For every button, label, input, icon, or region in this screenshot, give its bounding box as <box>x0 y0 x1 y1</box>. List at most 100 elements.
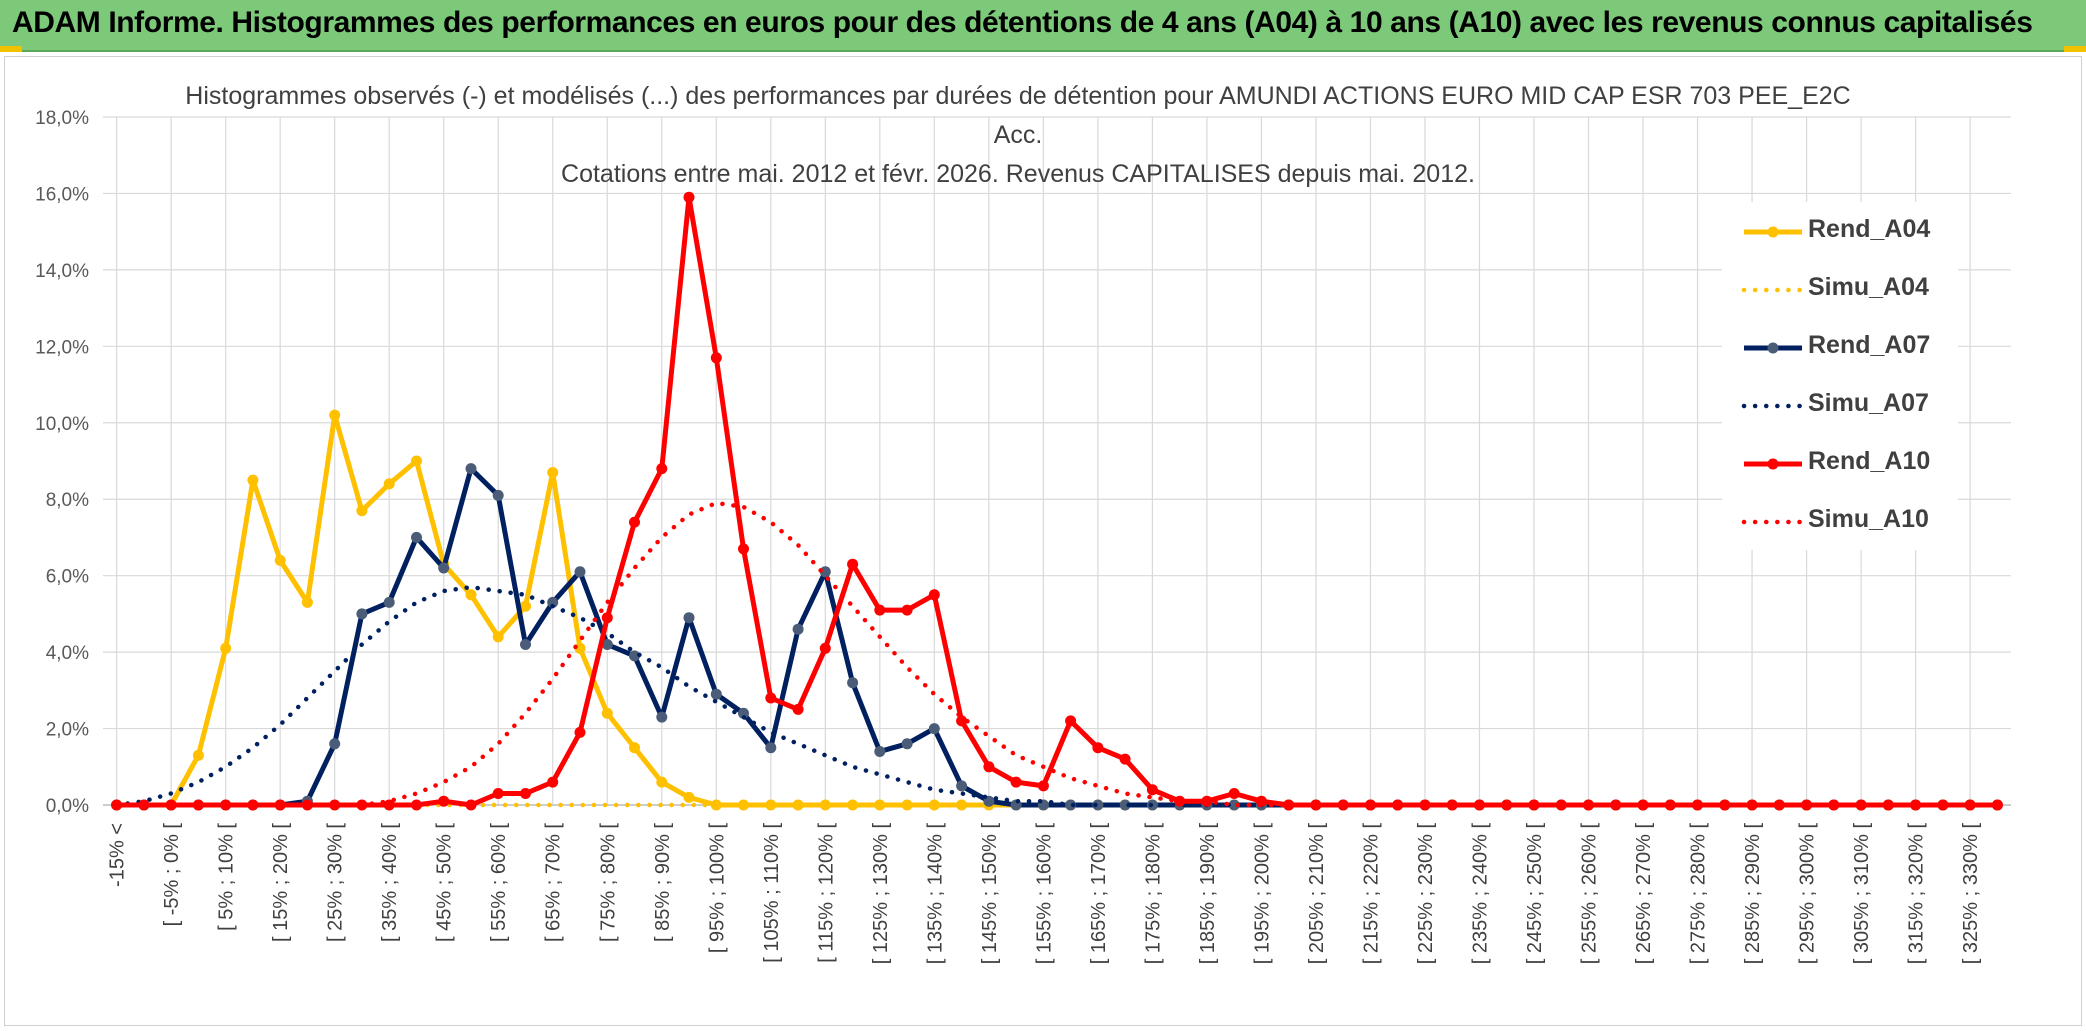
x-tick-label: [ 255% ; 260% [ <box>1579 823 1601 965</box>
y-tick-label: 14,0% <box>35 261 89 282</box>
x-tick-label: [ 165% ; 170% [ <box>1088 823 1110 965</box>
point-rend-a07 <box>792 623 804 635</box>
x-tick-label: [ 15% ; 20% [ <box>270 823 292 942</box>
point-rend-a10 <box>1773 799 1785 811</box>
point-rend-a04 <box>274 554 286 566</box>
x-tick-label: [ 35% ; 40% [ <box>379 823 401 942</box>
x-tick-label: [ 115% ; 120% [ <box>815 823 837 963</box>
point-rend-a07 <box>465 463 477 475</box>
point-rend-a10 <box>1937 799 1949 811</box>
x-tick-label: [ 305% ; 310% [ <box>1851 823 1873 965</box>
x-tick-label: [ 275% ; 280% [ <box>1688 823 1710 965</box>
point-rend-a07 <box>547 596 559 608</box>
point-rend-a10 <box>1174 795 1186 807</box>
point-rend-a10 <box>983 761 995 773</box>
x-tick-label: [ 235% ; 240% [ <box>1469 823 1491 965</box>
point-rend-a07 <box>738 707 749 719</box>
banner-accent-left <box>0 46 22 52</box>
x-tick-label: [ 285% ; 290% [ <box>1742 823 1764 965</box>
x-tick-label: [ 5% ; 10% [ <box>216 823 238 931</box>
point-rend-a10 <box>1446 799 1458 811</box>
legend-label-simu-a10: Simu_A10 <box>1808 505 1929 534</box>
legend-marker-rend-a07 <box>1767 342 1779 354</box>
point-rend-a10 <box>1692 799 1703 811</box>
point-rend-a07 <box>574 566 586 578</box>
point-rend-a10 <box>1037 780 1049 792</box>
point-rend-a04 <box>492 631 504 643</box>
x-tick-label: [ 265% ; 270% [ <box>1633 823 1655 965</box>
point-rend-a10 <box>1828 799 1840 811</box>
x-tick-label: [ 175% ; 180% [ <box>1142 823 1164 965</box>
point-rend-a10 <box>738 543 749 555</box>
point-rend-a10 <box>520 788 531 799</box>
y-tick-label: 6,0% <box>46 567 89 588</box>
point-rend-a10 <box>819 642 831 654</box>
point-rend-a07 <box>329 738 341 750</box>
point-rend-a10 <box>1583 799 1594 811</box>
x-tick-label: [ 245% ; 250% [ <box>1524 823 1546 965</box>
point-rend-a04 <box>520 600 531 612</box>
x-tick-label: [ 95% ; 100% [ <box>706 823 728 954</box>
x-tick-label: [ 55% ; 60% [ <box>488 823 510 942</box>
point-rend-a10 <box>383 799 395 811</box>
x-tick-label: [ 195% ; 200% [ <box>1251 823 1273 965</box>
series-simu-a10 <box>114 500 2000 808</box>
point-rend-a04 <box>329 409 341 421</box>
point-rend-a07 <box>710 688 722 700</box>
x-tick-label: [ 295% ; 300% [ <box>1797 823 1819 965</box>
series-rend-a10 <box>114 194 2000 808</box>
point-rend-a10 <box>1528 799 1540 811</box>
x-tick-label: [ 25% ; 30% [ <box>325 823 347 942</box>
x-tick-label: [ 85% ; 90% [ <box>652 823 674 942</box>
point-rend-a07 <box>356 608 368 620</box>
point-rend-a10 <box>683 191 695 203</box>
point-rend-a07 <box>438 562 450 574</box>
y-tick-label: 0,0% <box>46 796 89 817</box>
x-tick-label: [ 65% ; 70% [ <box>543 823 565 942</box>
point-rend-a07 <box>874 746 886 757</box>
x-tick-label: [ 135% ; 140% [ <box>924 823 946 965</box>
x-tick-label: [ 225% ; 230% [ <box>1415 823 1437 965</box>
point-rend-a10 <box>1501 799 1513 811</box>
point-rend-a04 <box>928 799 940 811</box>
point-rend-a10 <box>601 612 613 624</box>
point-rend-a07 <box>656 711 668 723</box>
point-rend-a07 <box>683 612 695 624</box>
point-rend-a07 <box>492 489 504 501</box>
point-rend-a07 <box>928 723 940 735</box>
point-rend-a04 <box>192 749 204 761</box>
y-tick-label: 4,0% <box>46 643 89 664</box>
x-tick-label: -15% < <box>107 823 129 887</box>
point-rend-a10 <box>574 726 586 738</box>
point-rend-a10 <box>1119 753 1131 765</box>
point-rend-a10 <box>192 799 204 811</box>
point-rend-a10 <box>329 799 341 811</box>
legend-box <box>1722 202 1958 550</box>
point-rend-a04 <box>220 642 232 654</box>
point-rend-a04 <box>301 596 313 608</box>
point-rend-a10 <box>1801 799 1813 811</box>
x-tick-label: [ 205% ; 210% [ <box>1306 823 1328 965</box>
point-rend-a10 <box>1146 784 1158 796</box>
chart-title-line-2: Acc. <box>993 121 1043 149</box>
x-tick-label: [ 145% ; 150% [ <box>979 823 1001 965</box>
point-rend-a07 <box>765 742 777 754</box>
point-rend-a10 <box>247 799 259 811</box>
point-rend-a10 <box>465 799 477 811</box>
x-tick-label: [ 155% ; 160% [ <box>1033 823 1055 965</box>
point-rend-a04 <box>874 799 886 811</box>
point-rend-a04 <box>356 505 368 517</box>
x-tick-label: [ 125% ; 130% [ <box>870 823 892 965</box>
point-rend-a10 <box>629 516 640 528</box>
point-rend-a10 <box>1991 799 2003 811</box>
point-rend-a10 <box>656 463 668 475</box>
legend <box>1722 202 1958 550</box>
point-rend-a04 <box>601 707 613 719</box>
x-tick-label: [ 75% ; 80% [ <box>597 823 619 942</box>
point-rend-a04 <box>629 742 640 754</box>
point-rend-a07 <box>520 639 531 650</box>
point-rend-a10 <box>928 589 940 601</box>
point-rend-a07 <box>411 531 422 543</box>
y-tick-label: 8,0% <box>46 490 89 511</box>
series-simu-a07 <box>114 584 2000 808</box>
